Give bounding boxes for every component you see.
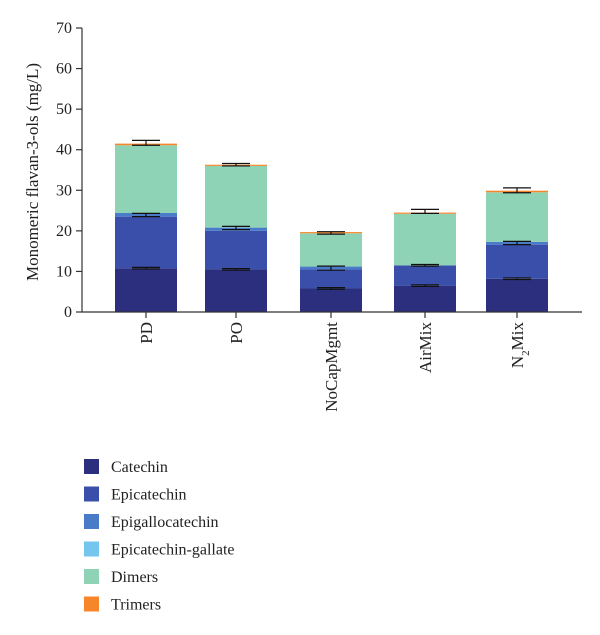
y-tick-label: 0 [64,304,72,321]
bar-segment-dimers [486,192,548,242]
bar-segment-epicatechin [205,230,267,270]
bar-segment-catechin [115,268,177,312]
legend-label: Epigallocatechin [111,514,219,531]
x-tick-label: NoCapMgmt [322,322,341,412]
bar-segment-dimers [205,165,267,228]
bar-segment-epicatechin [486,244,548,279]
bar-segment-epicatechin [394,265,456,286]
bar-segment-catechin [394,285,456,312]
bar-segment-catechin [486,278,548,312]
y-tick-label: 70 [56,20,72,37]
x-tick-label: PD [137,322,156,344]
bar-segment-catechin [300,288,362,312]
x-tick-label: PO [227,322,246,344]
legend: Catechin Epicatechin Epigallocatechin Epica… [84,459,234,614]
y-tick-label: 10 [56,263,72,280]
legend-swatch [84,569,99,584]
bar-segment-epicatechin [115,216,177,269]
x-tick-label: AirMix [416,322,435,374]
plot-area [115,139,548,312]
legend-label: Epicatechin [111,487,187,504]
bar-segment-dimers [115,145,177,214]
legend-label: Epicatechin-gallate [111,542,234,559]
legend-label: Dimers [111,569,158,586]
y-tick-label: 20 [56,223,72,240]
x-axis: PD PO NoCapMgmt AirMix N2Mix [82,311,582,412]
y-tick-label: 40 [56,142,72,159]
bar-segment-epicatechin [300,269,362,289]
bar-segment-dimers [300,233,362,267]
y-tick-label: 30 [56,182,72,199]
legend-swatch [84,459,99,474]
legend-swatch [84,541,99,557]
bar-segment-catechin [205,269,267,312]
legend-swatch [84,596,99,612]
bar-segment-dimers [394,213,456,266]
y-axis-title: Monomeric flavan-3-ols (mg/L) [23,63,42,281]
y-axis: 0 10 20 30 40 50 60 70 [56,20,83,321]
x-tick-label: N2Mix [508,322,532,369]
legend-swatch [84,486,99,502]
y-tick-label: 50 [56,101,72,118]
legend-label: Catechin [111,459,168,476]
legend-label: Trimers [111,597,161,614]
y-tick-label: 60 [56,61,72,78]
legend-swatch [84,514,99,529]
